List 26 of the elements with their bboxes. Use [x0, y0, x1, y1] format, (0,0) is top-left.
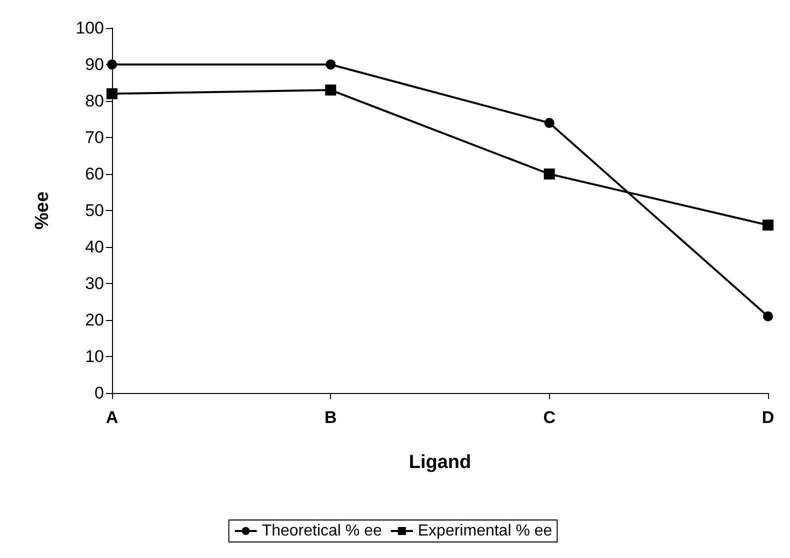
point [763, 311, 773, 322]
x-tick-label: A [106, 408, 118, 427]
y-tick-label: 90 [85, 55, 104, 74]
y-tick-label: 70 [85, 128, 104, 147]
point [325, 84, 336, 96]
legend-label: Experimental % ee [418, 522, 552, 540]
y-tick-label: 50 [85, 201, 104, 220]
y-tick-label: 20 [85, 310, 104, 330]
y-tick-label: 0 [94, 384, 104, 402]
y-tick-label: 10 [85, 347, 104, 366]
x-tick-label: B [324, 408, 337, 427]
y-tick-label: 100 [76, 18, 104, 38]
point [106, 88, 118, 100]
point [762, 220, 774, 231]
point [326, 60, 336, 70]
point [544, 118, 554, 128]
x-axis-title: Ligand [408, 452, 472, 473]
y-tick-label: 30 [85, 274, 104, 293]
x-tick-label: D [762, 408, 774, 427]
y-axis-title: %ee [32, 191, 53, 230]
y-tick-label: 40 [85, 238, 104, 256]
point [544, 168, 555, 180]
legend-label: Theoretical % ee [262, 522, 382, 540]
x-tick-label: C [543, 408, 556, 427]
y-tick-label: 60 [85, 164, 104, 184]
y-tick-label: 80 [85, 92, 104, 110]
